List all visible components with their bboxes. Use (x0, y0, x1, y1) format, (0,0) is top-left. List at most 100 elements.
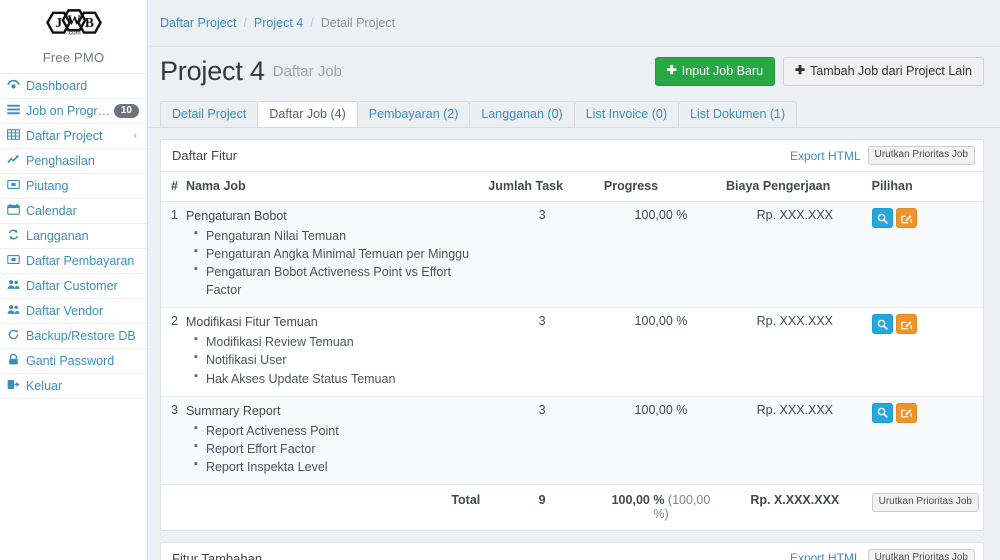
tambah-job-label: Tambah Job dari Project Lain (810, 63, 972, 78)
dashboard-icon (7, 79, 22, 94)
sidebar-item-dashboard[interactable]: Dashboard (0, 74, 147, 99)
brand-block: J W B .com Free PMO (0, 0, 147, 74)
task-count: 3 (484, 396, 600, 485)
sidebar-item-daftar-vendor[interactable]: Daftar Vendor (0, 299, 147, 324)
tambah-job-dari-project-lain-button[interactable]: ✚ Tambah Job dari Project Lain (783, 56, 984, 87)
task-count: 3 (484, 307, 600, 397)
column-header-pilihan: Pilihan (867, 172, 983, 202)
sidebar-item-keluar[interactable]: Keluar (0, 374, 147, 399)
progress-value: 100,00 % (599, 201, 723, 309)
sidebar-item-label: Ganti Password (26, 354, 115, 368)
sidebar-item-daftar-pembayaran[interactable]: Daftar Pembayaran (0, 249, 147, 274)
view-icon (877, 213, 888, 224)
breadcrumb-separator: / (310, 16, 314, 30)
logo-tld: .com (67, 29, 80, 36)
edit-job-button[interactable] (895, 208, 917, 228)
panel-title: Fitur Tambahan (172, 550, 263, 560)
sidebar-item-badge: 10 (113, 104, 139, 118)
breadcrumb-item-detail-project: Detail Project (320, 16, 396, 30)
money-icon (7, 254, 22, 269)
urutkan-prioritas-job-button[interactable]: Urutkan Prioritas Job (871, 492, 979, 512)
tab-langganan-0[interactable]: Langganan (0) (469, 101, 575, 127)
progress-value: 100,00 % (599, 396, 723, 485)
sidebar-item-label: Daftar Pembayaran (26, 254, 135, 268)
cost-value: Rp. XXX.XXX (722, 307, 868, 397)
export-html-link[interactable]: Export HTML (789, 148, 861, 163)
breadcrumb-separator: / (243, 16, 247, 30)
sidebar-item-label: Keluar (26, 379, 63, 393)
lock-icon (7, 353, 22, 369)
sidebar-item-label: Daftar Vendor (26, 304, 104, 318)
total-progress-value: 100,00 % (611, 492, 665, 507)
subjob-item: Report Activeness Point (194, 420, 480, 440)
sidebar-item-backup-restore-db[interactable]: Backup/Restore DB (0, 324, 147, 349)
urutkan-prioritas-job-button[interactable]: Urutkan Prioritas Job (867, 548, 975, 560)
sidebar-item-label: Piutang (26, 179, 69, 193)
tab-list-dokumen-1[interactable]: List Dokumen (1) (678, 101, 798, 127)
sidebar-item-daftar-customer[interactable]: Daftar Customer (0, 274, 147, 299)
breadcrumb-item-daftar-project[interactable]: Daftar Project (160, 16, 237, 30)
sidebar-item-label: Daftar Customer (26, 279, 118, 293)
tab-daftar-job-4[interactable]: Daftar Job (4) (257, 101, 358, 127)
sidebar-item-langganan[interactable]: Langganan (0, 224, 147, 249)
brand-name: Free PMO (42, 50, 105, 65)
view-icon (877, 319, 888, 330)
view-icon (877, 407, 888, 418)
sidebar-item-calendar[interactable]: Calendar (0, 199, 147, 224)
subjob-list: Report Activeness PointReport Effort Fac… (186, 420, 480, 476)
sidebar-item-piutang[interactable]: Piutang (0, 174, 147, 199)
edit-job-button[interactable] (895, 402, 917, 423)
sidebar-item-job-on-progress[interactable]: Job on Progress 10 (0, 99, 147, 124)
page-subtitle: Daftar Job (272, 63, 342, 80)
edit-icon (900, 407, 912, 418)
column-header-progress: Progress (599, 172, 723, 202)
view-job-button[interactable] (871, 402, 893, 423)
view-job-button[interactable] (871, 314, 893, 335)
edit-job-button[interactable] (895, 314, 917, 335)
money-icon (7, 179, 22, 194)
sidebar-item-label: Backup/Restore DB (26, 329, 136, 343)
job-name-cell: Summary Report Report Activeness PointRep… (181, 396, 485, 485)
job-name: Summary Report (185, 403, 281, 418)
input-job-baru-button[interactable]: ✚ Input Job Baru (654, 56, 776, 87)
calendar-icon (7, 203, 22, 219)
sync-icon (7, 329, 22, 344)
panel-fitur-tambahan: Fitur Tambahan Export HTML Urutkan Priorit… (160, 541, 984, 560)
row-number: 3 (161, 396, 182, 485)
task-count: 3 (484, 201, 600, 309)
tasks-icon (7, 104, 22, 119)
tab-bar: Detail Project Daftar Job (4) Pembayaran (… (148, 99, 1000, 128)
subjob-list: Modifikasi Review TemuanNotifikasi UserH… (186, 332, 480, 387)
job-name-cell: Pengaturan BobotPengaturan Nilai TemuanP… (181, 201, 485, 309)
tab-pembayaran-2[interactable]: Pembayaran (2) (356, 101, 471, 127)
sidebar-item-ganti-password[interactable]: Ganti Password (0, 349, 147, 374)
edit-icon (900, 213, 912, 224)
sidebar-item-daftar-project[interactable]: Daftar Project ‹ (0, 124, 147, 149)
panel-header: Daftar Fitur Export HTML Urutkan Prioritas… (161, 140, 983, 172)
sidebar-item-penghasilan[interactable]: Penghasilan (0, 149, 147, 174)
panel-header: Fitur Tambahan Export HTML Urutkan Priorit… (161, 543, 983, 560)
row-number: 2 (161, 307, 182, 397)
refresh-icon (7, 229, 22, 244)
sidebar-item-label: Langganan (26, 229, 89, 243)
urutkan-prioritas-job-button[interactable]: Urutkan Prioritas Job (867, 146, 975, 165)
subjob-list: Pengaturan Nilai TemuanPengaturan Angka … (186, 226, 480, 300)
subjob-item: Pengaturan Bobot Activeness Point vs Eff… (194, 262, 480, 299)
job-name: Modifikasi Fitur Temuan (185, 315, 318, 330)
view-job-button[interactable] (871, 208, 893, 228)
cost-value: Rp. XXX.XXX (722, 201, 868, 309)
logout-icon (7, 379, 22, 394)
job-name-cell: Modifikasi Fitur Temuan Modifikasi Review… (181, 307, 485, 397)
tab-detail-project[interactable]: Detail Project (160, 101, 259, 127)
breadcrumb-item-project-4[interactable]: Project 4 (253, 16, 304, 30)
page-header: Project 4 Daftar Job ✚ Input Job Baru ✚ … (148, 47, 1000, 96)
sidebar: J W B .com Free PMO Dashboard Job on Prog… (0, 0, 148, 560)
logo-letter-j: J (55, 15, 62, 30)
breadcrumb: Daftar Project / Project 4 / Detail Proj… (148, 0, 1000, 47)
sidebar-item-label: Job on Progress (26, 104, 114, 118)
export-html-link[interactable]: Export HTML (789, 551, 861, 560)
sidebar-item-label: Daftar Project (26, 129, 103, 143)
sidebar-item-label: Dashboard (26, 79, 88, 93)
tab-list-invoice-0[interactable]: List Invoice (0) (573, 101, 679, 127)
